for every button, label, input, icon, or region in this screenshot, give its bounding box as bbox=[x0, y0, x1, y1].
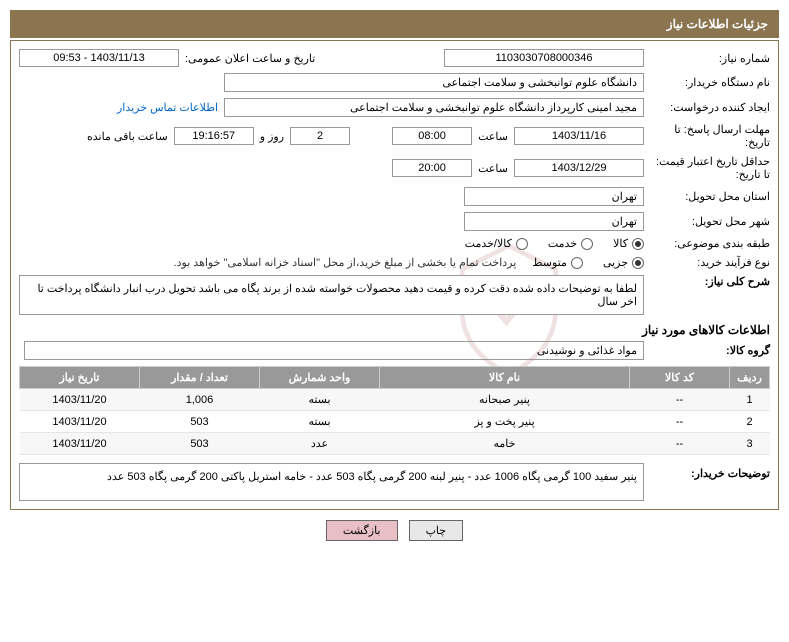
description-label: شرح کلی نیاز: bbox=[650, 275, 770, 288]
announce-date-field: 1403/11/13 - 09:53 bbox=[19, 49, 179, 67]
table-cell-unit: بسته bbox=[260, 411, 380, 433]
table-cell-qty: 1,006 bbox=[140, 389, 260, 411]
deadline-date-field: 1403/11/16 bbox=[514, 127, 644, 145]
th-name: نام کالا bbox=[380, 367, 630, 389]
th-date: تاریخ نیاز bbox=[20, 367, 140, 389]
category-goods-label: کالا bbox=[613, 237, 628, 250]
validity-date-field: 1403/12/29 bbox=[514, 159, 644, 177]
main-form-container: شماره نیاز: 1103030708000346 تاریخ و ساع… bbox=[10, 40, 779, 510]
radio-unchecked-icon bbox=[581, 238, 593, 250]
table-row: 3--خامهعدد5031403/11/20 bbox=[20, 433, 770, 455]
back-button[interactable]: بازگشت bbox=[326, 520, 398, 541]
items-table: ردیف کد کالا نام کالا واحد شمارش تعداد /… bbox=[19, 366, 770, 455]
table-cell-qty: 503 bbox=[140, 433, 260, 455]
deadline-time-label: ساعت bbox=[478, 130, 508, 143]
deadline-label: مهلت ارسال پاسخ: تا تاریخ: bbox=[650, 123, 770, 149]
category-service-radio[interactable]: خدمت bbox=[548, 237, 593, 250]
table-cell-code: -- bbox=[630, 433, 730, 455]
table-row: 1--پنیر صبحانهبسته1,0061403/11/20 bbox=[20, 389, 770, 411]
table-cell-unit: عدد bbox=[260, 433, 380, 455]
th-unit: واحد شمارش bbox=[260, 367, 380, 389]
category-goods-radio[interactable]: کالا bbox=[613, 237, 644, 250]
requester-field: مجید امینی کارپرداز دانشگاه علوم توانبخش… bbox=[224, 98, 644, 117]
page-header: جزئیات اطلاعات نیاز bbox=[10, 10, 779, 38]
table-cell-date: 1403/11/20 bbox=[20, 411, 140, 433]
radio-unchecked-icon bbox=[571, 257, 583, 269]
group-label: گروه کالا: bbox=[650, 344, 770, 357]
table-cell-name: خامه bbox=[380, 433, 630, 455]
city-field: تهران bbox=[464, 212, 644, 231]
table-cell-unit: بسته bbox=[260, 389, 380, 411]
radio-checked-icon bbox=[632, 257, 644, 269]
city-label: شهر محل تحویل: bbox=[650, 215, 770, 228]
buyer-contact-link[interactable]: اطلاعات تماس خریدار bbox=[117, 101, 218, 114]
validity-time-label: ساعت bbox=[478, 162, 508, 175]
category-label: طبقه بندی موضوعی: bbox=[650, 237, 770, 250]
table-cell-date: 1403/11/20 bbox=[20, 389, 140, 411]
province-field: تهران bbox=[464, 187, 644, 206]
table-cell-name: پنیر پخت و پز bbox=[380, 411, 630, 433]
process-partial-radio[interactable]: جزیی bbox=[603, 256, 644, 269]
radio-checked-icon bbox=[632, 238, 644, 250]
remaining-time-field: 19:16:57 bbox=[174, 127, 254, 145]
need-number-field: 1103030708000346 bbox=[444, 49, 644, 67]
table-cell-qty: 503 bbox=[140, 411, 260, 433]
category-service-label: خدمت bbox=[548, 237, 577, 250]
table-cell-row: 3 bbox=[730, 433, 770, 455]
process-note: پرداخت تمام یا بخشی از مبلغ خرید،از محل … bbox=[174, 256, 517, 269]
category-both-label: کالا/خدمت bbox=[465, 237, 512, 250]
buyer-notes-label: توضیحات خریدار: bbox=[650, 463, 770, 480]
items-section-title: اطلاعات کالاهای مورد نیاز bbox=[19, 323, 770, 337]
process-medium-radio[interactable]: متوسط bbox=[532, 256, 583, 269]
requester-label: ایجاد کننده درخواست: bbox=[650, 101, 770, 114]
deadline-time-field: 08:00 bbox=[392, 127, 472, 145]
table-cell-date: 1403/11/20 bbox=[20, 433, 140, 455]
province-label: استان محل تحویل: bbox=[650, 190, 770, 203]
table-cell-code: -- bbox=[630, 389, 730, 411]
announce-label: تاریخ و ساعت اعلان عمومی: bbox=[185, 52, 315, 65]
th-row: ردیف bbox=[730, 367, 770, 389]
th-code: کد کالا bbox=[630, 367, 730, 389]
remaining-suffix-label: ساعت باقی مانده bbox=[87, 130, 168, 143]
process-label: نوع فرآیند خرید: bbox=[650, 256, 770, 269]
table-cell-row: 1 bbox=[730, 389, 770, 411]
remaining-days-field: 2 bbox=[290, 127, 350, 145]
buyer-org-field: دانشگاه علوم توانبخشی و سلامت اجتماعی bbox=[224, 73, 644, 92]
group-field: مواد غذائی و نوشیدنی bbox=[24, 341, 644, 360]
radio-unchecked-icon bbox=[516, 238, 528, 250]
print-button[interactable]: چاپ bbox=[409, 520, 464, 541]
need-number-label: شماره نیاز: bbox=[650, 52, 770, 65]
validity-label: حداقل تاریخ اعتبار قیمت: تا تاریخ: bbox=[650, 155, 770, 181]
table-cell-name: پنیر صبحانه bbox=[380, 389, 630, 411]
process-partial-label: جزیی bbox=[603, 256, 628, 269]
days-and-label: روز و bbox=[260, 130, 284, 143]
buyer-notes-text: پنیر سفید 100 گرمی پگاه 1006 عدد - پنیر … bbox=[19, 463, 644, 501]
table-cell-row: 2 bbox=[730, 411, 770, 433]
process-medium-label: متوسط bbox=[532, 256, 567, 269]
validity-time-field: 20:00 bbox=[392, 159, 472, 177]
th-qty: تعداد / مقدار bbox=[140, 367, 260, 389]
table-row: 2--پنیر پخت و پزبسته5031403/11/20 bbox=[20, 411, 770, 433]
table-cell-code: -- bbox=[630, 411, 730, 433]
category-both-radio[interactable]: کالا/خدمت bbox=[465, 237, 528, 250]
buyer-org-label: نام دستگاه خریدار: bbox=[650, 76, 770, 89]
description-text: لطفا به توضیحات داده شده دقت کرده و قیمت… bbox=[19, 275, 644, 315]
